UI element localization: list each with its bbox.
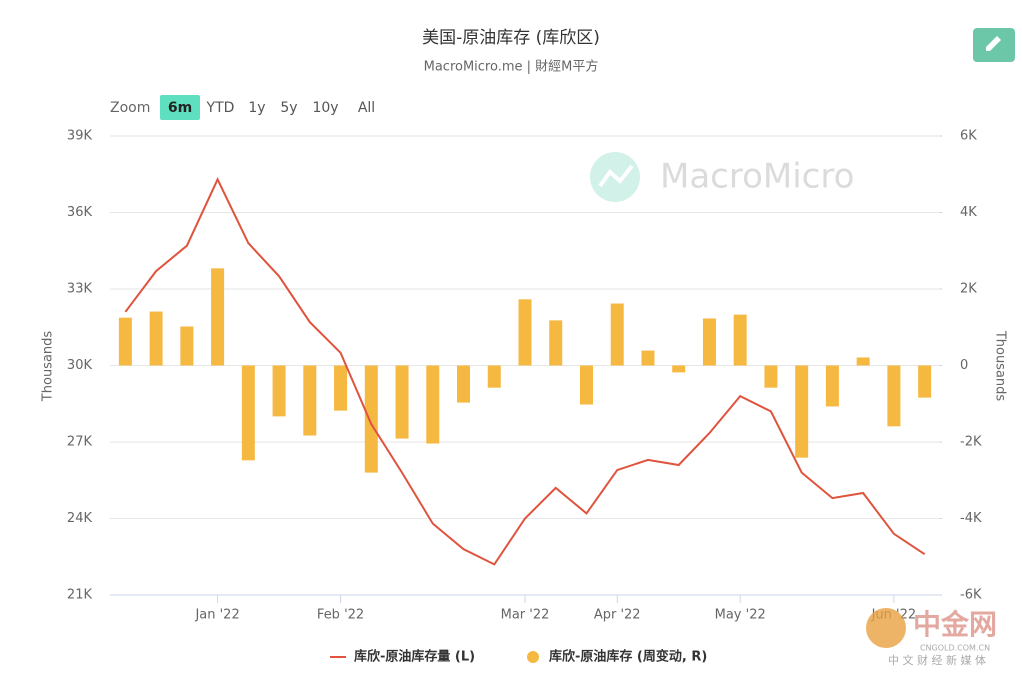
x-tick-label: Mar '22: [501, 608, 550, 623]
watermark-icon: [590, 152, 640, 202]
line: [124, 177, 926, 566]
bar: [364, 365, 378, 473]
bar: [518, 299, 532, 366]
y-tick-label: 33K: [67, 282, 93, 297]
y-axis-title: Thousands: [41, 331, 56, 403]
bar: [641, 350, 655, 366]
y2-tick-label: -6K: [960, 588, 982, 603]
logo-icon: [866, 608, 906, 648]
bar: [579, 365, 593, 405]
watermark-text: MacroMicro: [660, 157, 854, 197]
chart-title: 美国-原油库存 (库欣区): [422, 28, 600, 48]
bar: [856, 357, 870, 366]
range-button[interactable]: 10y: [312, 100, 338, 116]
x-tick-label: Jan '22: [194, 608, 239, 623]
bar: [487, 365, 501, 388]
logo-slogan: 中 文 财 经 新 媒 体: [888, 653, 986, 667]
y2-tick-label: -4K: [960, 511, 982, 526]
bar: [211, 268, 225, 366]
x-tick-label: Apr '22: [594, 608, 641, 623]
legend-label[interactable]: 库欣-原油库存量 (L): [354, 649, 475, 665]
bar: [702, 318, 716, 366]
y-tick-label: 21K: [67, 588, 93, 603]
edit-button[interactable]: [973, 28, 1015, 62]
x-tick-label: Feb '22: [317, 608, 364, 623]
y-tick-label: 24K: [67, 511, 93, 526]
range-button[interactable]: 5y: [280, 100, 297, 116]
range-button[interactable]: 6m: [168, 100, 192, 116]
range-button[interactable]: All: [358, 100, 375, 116]
bar: [180, 326, 194, 366]
bar: [825, 365, 839, 407]
bar: [334, 365, 348, 411]
legend-marker: [527, 651, 539, 663]
bar: [610, 303, 624, 366]
y2-axis-title: Thousands: [993, 330, 1008, 402]
y2-tick-label: 2K: [960, 282, 977, 297]
bar: [795, 365, 809, 458]
bar: [672, 365, 686, 373]
bar: [887, 365, 901, 427]
y2-tick-label: 0: [960, 358, 968, 373]
range-button[interactable]: YTD: [206, 100, 235, 116]
x-tick-label: May '22: [715, 608, 766, 623]
bar: [303, 365, 317, 436]
watermark-icon-line: [598, 164, 634, 188]
y2-tick-label: 6K: [960, 129, 977, 144]
bar: [118, 317, 132, 366]
range-button-active[interactable]: [160, 95, 200, 120]
bar: [764, 365, 778, 388]
plot-area: 21K 24K 27K 30K 33K 36K 39K -6K -4K -2K 0 2K 4K 6K Jan…: [67, 129, 982, 623]
y2-tick-label: -2K: [960, 435, 982, 450]
y-tick-label: 27K: [67, 435, 93, 450]
bar: [549, 320, 563, 366]
logo-domain: CNGOLD.COM.CN: [920, 644, 990, 653]
legend-label[interactable]: 库欣-原油库存 (周变动, R): [549, 649, 707, 665]
y2-tick-label: 4K: [960, 205, 977, 220]
watermark: MacroMicro: [590, 152, 854, 202]
chart-subtitle: MacroMicro.me | 財經M平方: [424, 59, 599, 75]
bar: [457, 365, 471, 403]
edit-icon: [986, 36, 1001, 51]
bar: [426, 365, 440, 444]
bar: [149, 311, 163, 366]
zoom-label: Zoom: [110, 100, 150, 116]
range-button[interactable]: 1y: [248, 100, 265, 116]
bar: [241, 365, 255, 461]
bar: [395, 365, 409, 439]
y-tick-label: 39K: [67, 129, 93, 144]
bar: [733, 314, 747, 366]
bar: [918, 365, 932, 398]
logo-name: 中金网: [913, 608, 997, 641]
corner-logo: 中金网 CNGOLD.COM.CN 中 文 财 经 新 媒 体: [866, 608, 997, 667]
y-tick-label: 36K: [67, 205, 93, 220]
y-tick-label: 30K: [67, 358, 93, 373]
bar: [272, 365, 286, 417]
